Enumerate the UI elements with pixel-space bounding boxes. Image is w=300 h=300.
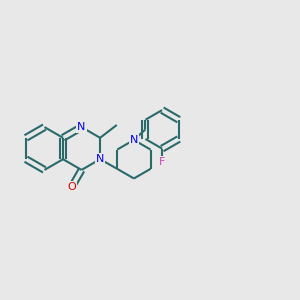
Text: O: O [68,182,76,192]
Text: N: N [130,135,138,145]
Text: N: N [77,122,86,132]
Text: F: F [159,157,165,167]
Text: N: N [96,154,104,164]
